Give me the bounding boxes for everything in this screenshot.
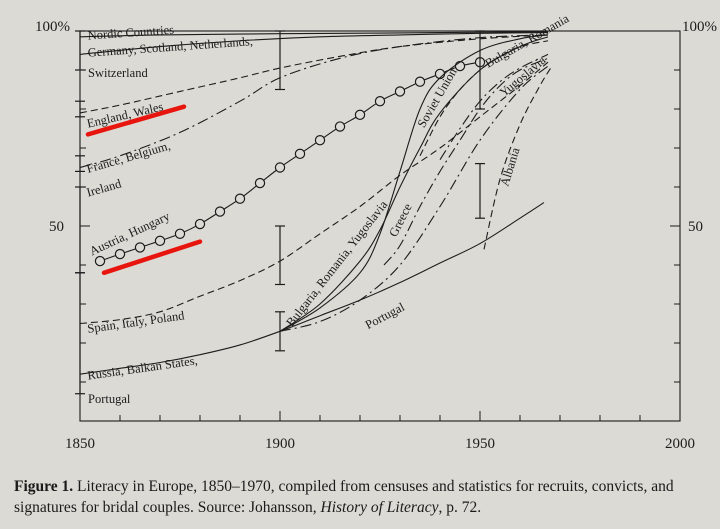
series-label: Portugal [88, 392, 131, 406]
literacy-chart: 1850 1900 1950 2000 100% 50 100% 50 Nordic Count… [35, 11, 717, 452]
series-line-4 [99, 61, 481, 262]
caption-label: Figure 1. [14, 478, 74, 495]
series-line-5 [79, 61, 549, 325]
x-tick-label: 1850 [65, 436, 95, 452]
figure-caption: Figure 1. Literacy in Europe, 1850–1970,… [14, 476, 714, 518]
y-tick-label-100-right: 100% [682, 19, 717, 35]
series-label: Nordic Countries [87, 23, 174, 43]
series-line-9 [279, 65, 549, 332]
series-line-12 [439, 53, 549, 160]
series-label: Albania [497, 146, 522, 188]
series-line-2 [79, 34, 549, 114]
series-point [274, 162, 286, 173]
series-point [154, 235, 166, 247]
x-tick-label: 1950 [465, 436, 495, 452]
series-label: Russia, Balkan States, [86, 353, 198, 382]
series-point [134, 242, 146, 253]
red-underline-annotation [101, 239, 203, 276]
series-line-6 [79, 202, 545, 375]
caption-text-2: , p. 72. [438, 499, 482, 516]
series-point [174, 228, 186, 239]
series-label: Switzerland [88, 66, 148, 80]
x-tick-label: 2000 [665, 436, 695, 452]
series-point [354, 109, 366, 121]
y-tick-label-100-left: 100% [35, 19, 70, 35]
series-line-8 [279, 34, 549, 332]
series-label: France, Belgium, [85, 139, 172, 176]
y-tick-label-50-left: 50 [49, 219, 64, 235]
series-label: Bulgaria, Romania [483, 11, 572, 71]
series-label: Portugal [363, 300, 407, 332]
series-point [414, 76, 426, 87]
series-point [314, 134, 326, 146]
x-tick-label: 1900 [265, 436, 295, 452]
series-point [294, 148, 306, 160]
series-point [214, 206, 226, 217]
series-line-7 [279, 36, 549, 332]
series-line-10 [383, 57, 549, 266]
series-line-13 [483, 65, 553, 250]
caption-text-1: Literacy in Europe, 1850–1970, compiled … [14, 478, 674, 516]
series-label: Spain, Italy, Poland [86, 308, 186, 336]
series-line-0 [79, 31, 549, 38]
series-point [254, 177, 266, 189]
series-point [394, 86, 406, 97]
series-point [234, 193, 246, 204]
series-label: Ireland [85, 176, 124, 199]
series-point [374, 95, 386, 107]
series-point [114, 248, 126, 260]
y-tick-label-50-right: 50 [688, 219, 703, 235]
series-point [454, 60, 466, 72]
series-point [334, 121, 346, 132]
series-point [194, 218, 206, 230]
caption-source-title: History of Literacy [320, 499, 439, 516]
series-point [94, 255, 106, 267]
red-underline-annotation [85, 104, 187, 137]
